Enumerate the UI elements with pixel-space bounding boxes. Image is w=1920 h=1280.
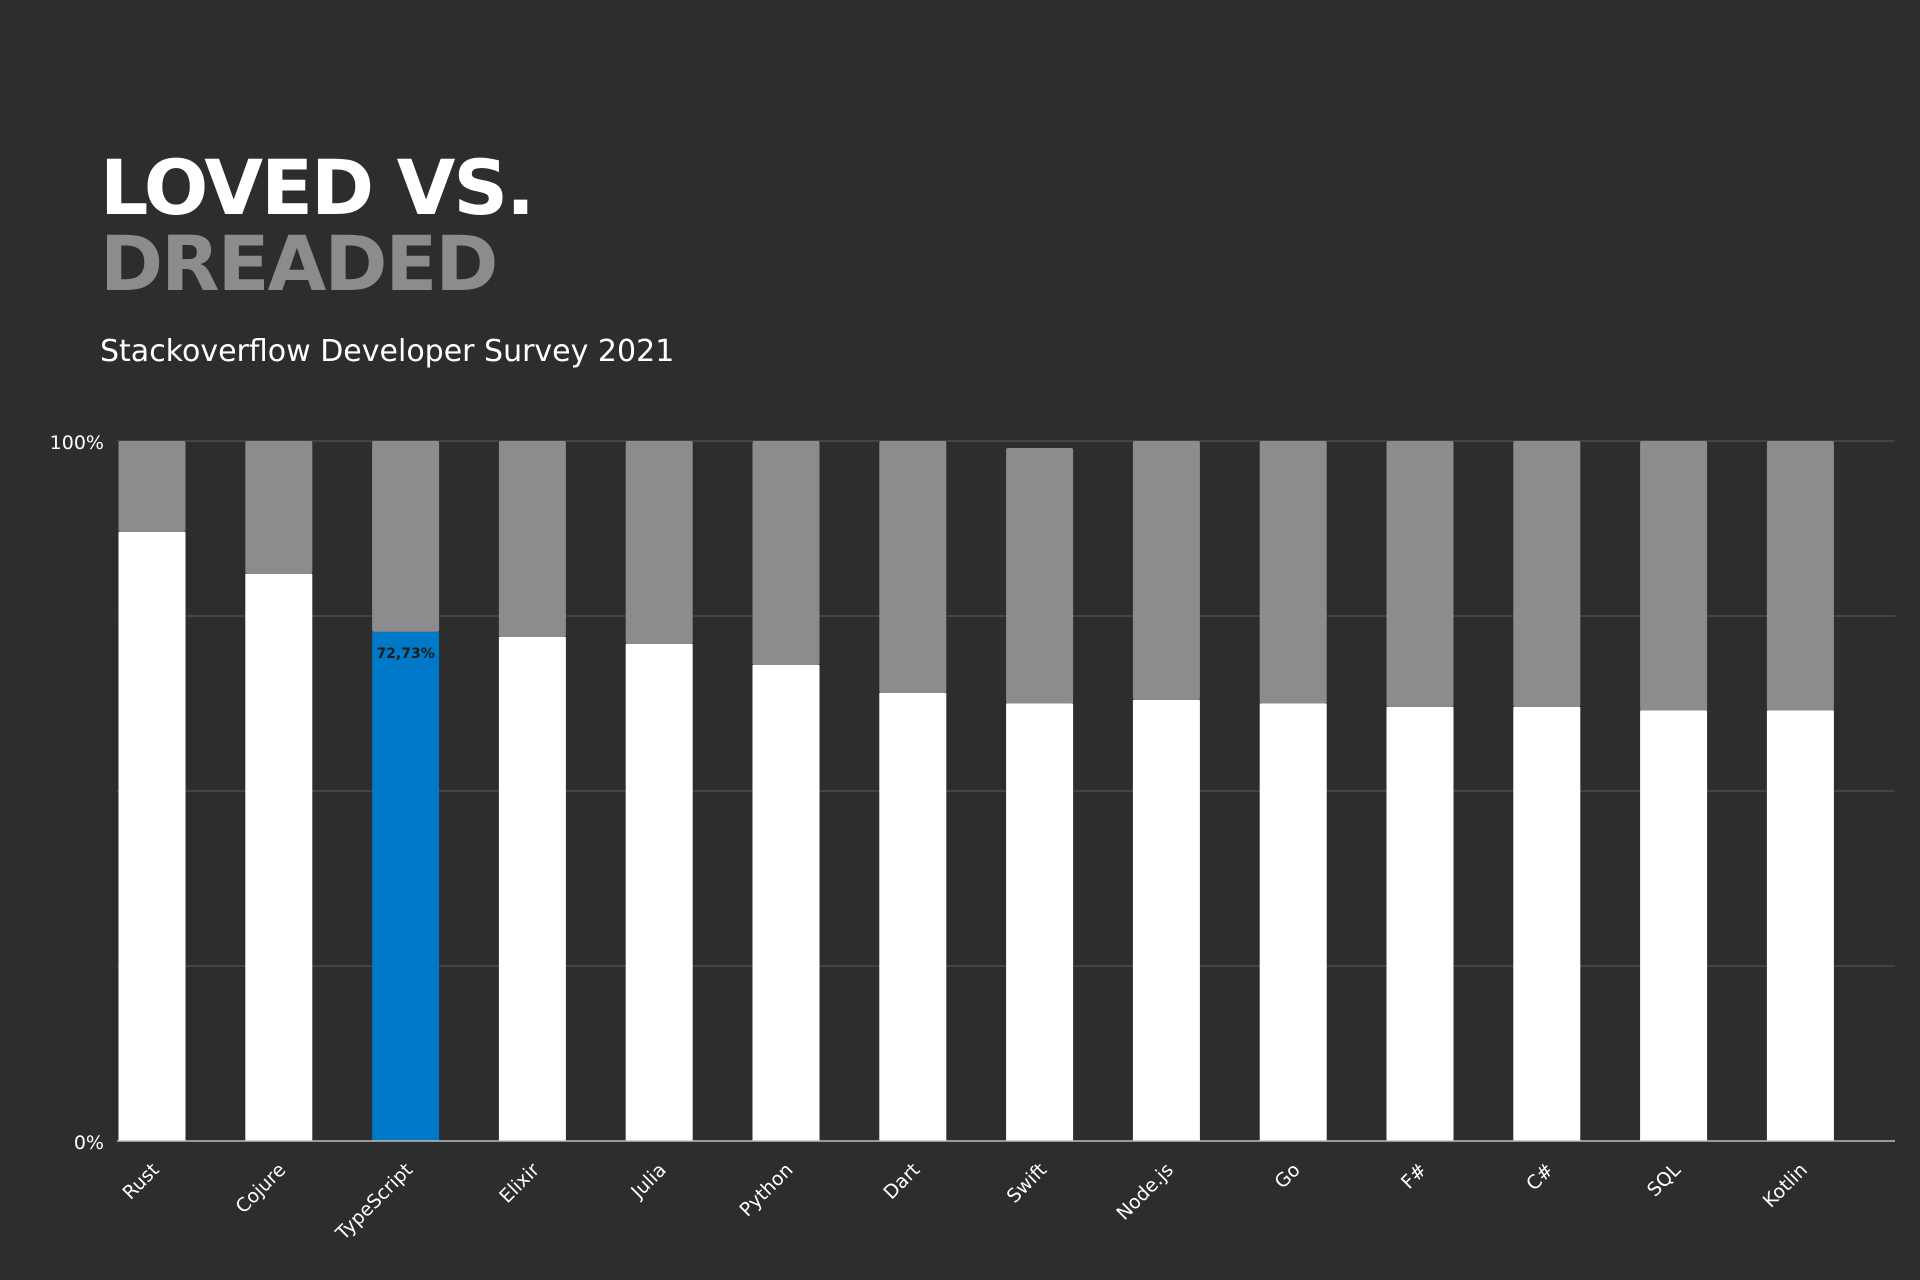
bar-dreaded-python <box>752 441 820 665</box>
bar-dreaded-typescript <box>372 441 440 632</box>
bar-loved-f- <box>1386 707 1454 1141</box>
bar-dreaded-sql <box>1640 441 1708 711</box>
bar-dreaded-cojure <box>245 441 313 574</box>
y-tick-label: 0% <box>74 1132 104 1154</box>
bar-loved-rust <box>118 532 186 1141</box>
x-tick-label: C# <box>1522 1159 1558 1195</box>
title-block: LOVED VS. DREADED <box>100 143 535 308</box>
bar-dreaded-elixir <box>498 441 566 637</box>
y-tick-label: 100% <box>50 432 104 454</box>
title-loved: LOVED VS. <box>100 143 535 232</box>
bar-loved-c- <box>1513 707 1581 1141</box>
x-tick-label: Rust <box>118 1159 163 1204</box>
bar-dreaded-julia <box>625 441 693 644</box>
bar-loved-cojure <box>245 574 313 1141</box>
bar-dreaded-kotlin <box>1766 441 1834 711</box>
bar-loved-dart <box>879 693 947 1141</box>
x-tick-label: Python <box>735 1159 797 1221</box>
x-tick-label: Julia <box>626 1159 670 1203</box>
bar-loved-kotlin <box>1766 710 1834 1141</box>
bar-dreaded-node-js <box>1132 441 1200 700</box>
x-tick-label: Dart <box>879 1159 924 1204</box>
chart-subtitle: Stackoverflow Developer Survey 2021 <box>100 334 675 369</box>
bar-loved-python <box>752 665 820 1141</box>
x-tick-label: Kotlin <box>1759 1159 1812 1212</box>
bar-loved-elixir <box>498 637 566 1141</box>
x-tick-label: Swift <box>1003 1159 1052 1208</box>
x-tick-label: Go <box>1271 1159 1305 1193</box>
bar-loved-go <box>1259 703 1327 1141</box>
bar-dreaded-dart <box>879 441 947 693</box>
bar-dreaded-c- <box>1513 441 1581 707</box>
x-tick-label: Cojure <box>231 1159 290 1218</box>
bar-loved-julia <box>625 644 693 1141</box>
bar-dreaded-swift <box>1006 448 1074 704</box>
x-tick-label: Elixir <box>495 1159 544 1208</box>
data-label: 72,73% <box>376 646 434 662</box>
bar-dreaded-go <box>1259 441 1327 704</box>
x-tick-label: F# <box>1397 1159 1432 1194</box>
x-tick-label: SQL <box>1643 1159 1685 1201</box>
x-tick-label: TypeScript <box>331 1159 417 1245</box>
bar-loved-swift <box>1006 703 1074 1141</box>
bar-dreaded-f- <box>1386 441 1454 707</box>
bar-loved-typescript <box>372 631 440 1141</box>
x-tick-label: Node.js <box>1112 1159 1178 1225</box>
bar-dreaded-rust <box>118 441 186 532</box>
title-dreaded: DREADED <box>100 219 498 308</box>
bar-loved-sql <box>1640 710 1708 1141</box>
bar-loved-node-js <box>1132 700 1200 1141</box>
